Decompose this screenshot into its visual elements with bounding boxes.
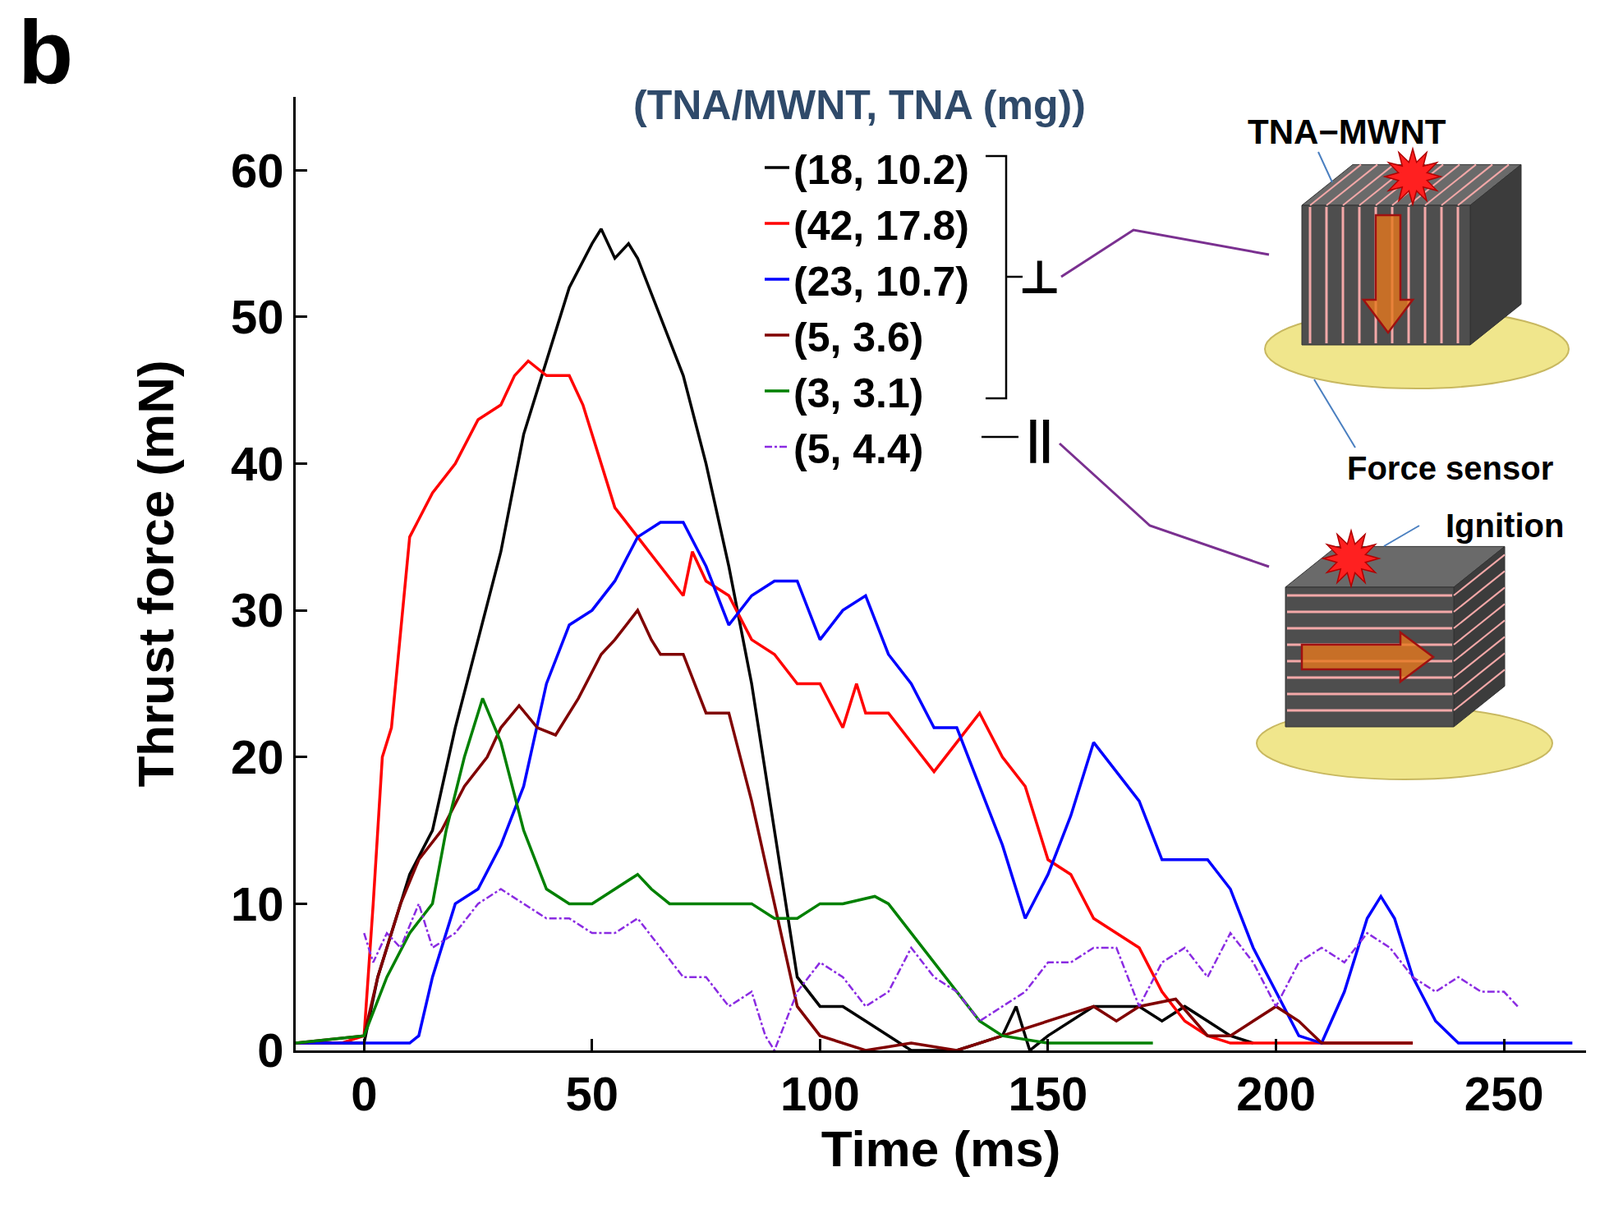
svg-text:Ignition: Ignition [1445,507,1564,544]
svg-text:(23, 10.7): (23, 10.7) [793,258,970,305]
svg-text:40: 40 [230,436,285,491]
svg-text:(5, 4.4): (5, 4.4) [793,426,924,473]
svg-text:||: || [1026,410,1053,464]
svg-text:50: 50 [565,1066,620,1121]
svg-text:(5, 3.6): (5, 3.6) [793,314,924,361]
svg-text:b: b [18,0,74,102]
svg-text:50: 50 [230,289,285,344]
svg-text:⊥: ⊥ [1018,251,1061,304]
svg-text:0: 0 [257,1023,284,1077]
svg-text:100: 100 [780,1066,860,1121]
svg-text:60: 60 [230,143,285,198]
svg-text:200: 200 [1236,1066,1316,1121]
svg-text:Time (ms): Time (ms) [821,1120,1062,1178]
svg-text:(18, 10.2): (18, 10.2) [793,147,970,194]
svg-text:(42, 17.8): (42, 17.8) [793,202,970,249]
svg-text:(3, 3.1): (3, 3.1) [793,370,924,417]
svg-text:10: 10 [230,877,285,931]
svg-text:20: 20 [230,730,285,784]
svg-text:30: 30 [230,583,285,637]
svg-text:(TNA/MWNT, TNA (mg)): (TNA/MWNT, TNA (mg)) [633,82,1086,129]
svg-text:250: 250 [1464,1066,1545,1121]
svg-text:Force sensor: Force sensor [1347,450,1554,487]
svg-text:TNA−MWNT: TNA−MWNT [1247,112,1447,152]
svg-text:0: 0 [350,1066,378,1121]
svg-text:150: 150 [1008,1066,1089,1121]
svg-text:Thrust force (mN): Thrust force (mN) [127,359,184,787]
